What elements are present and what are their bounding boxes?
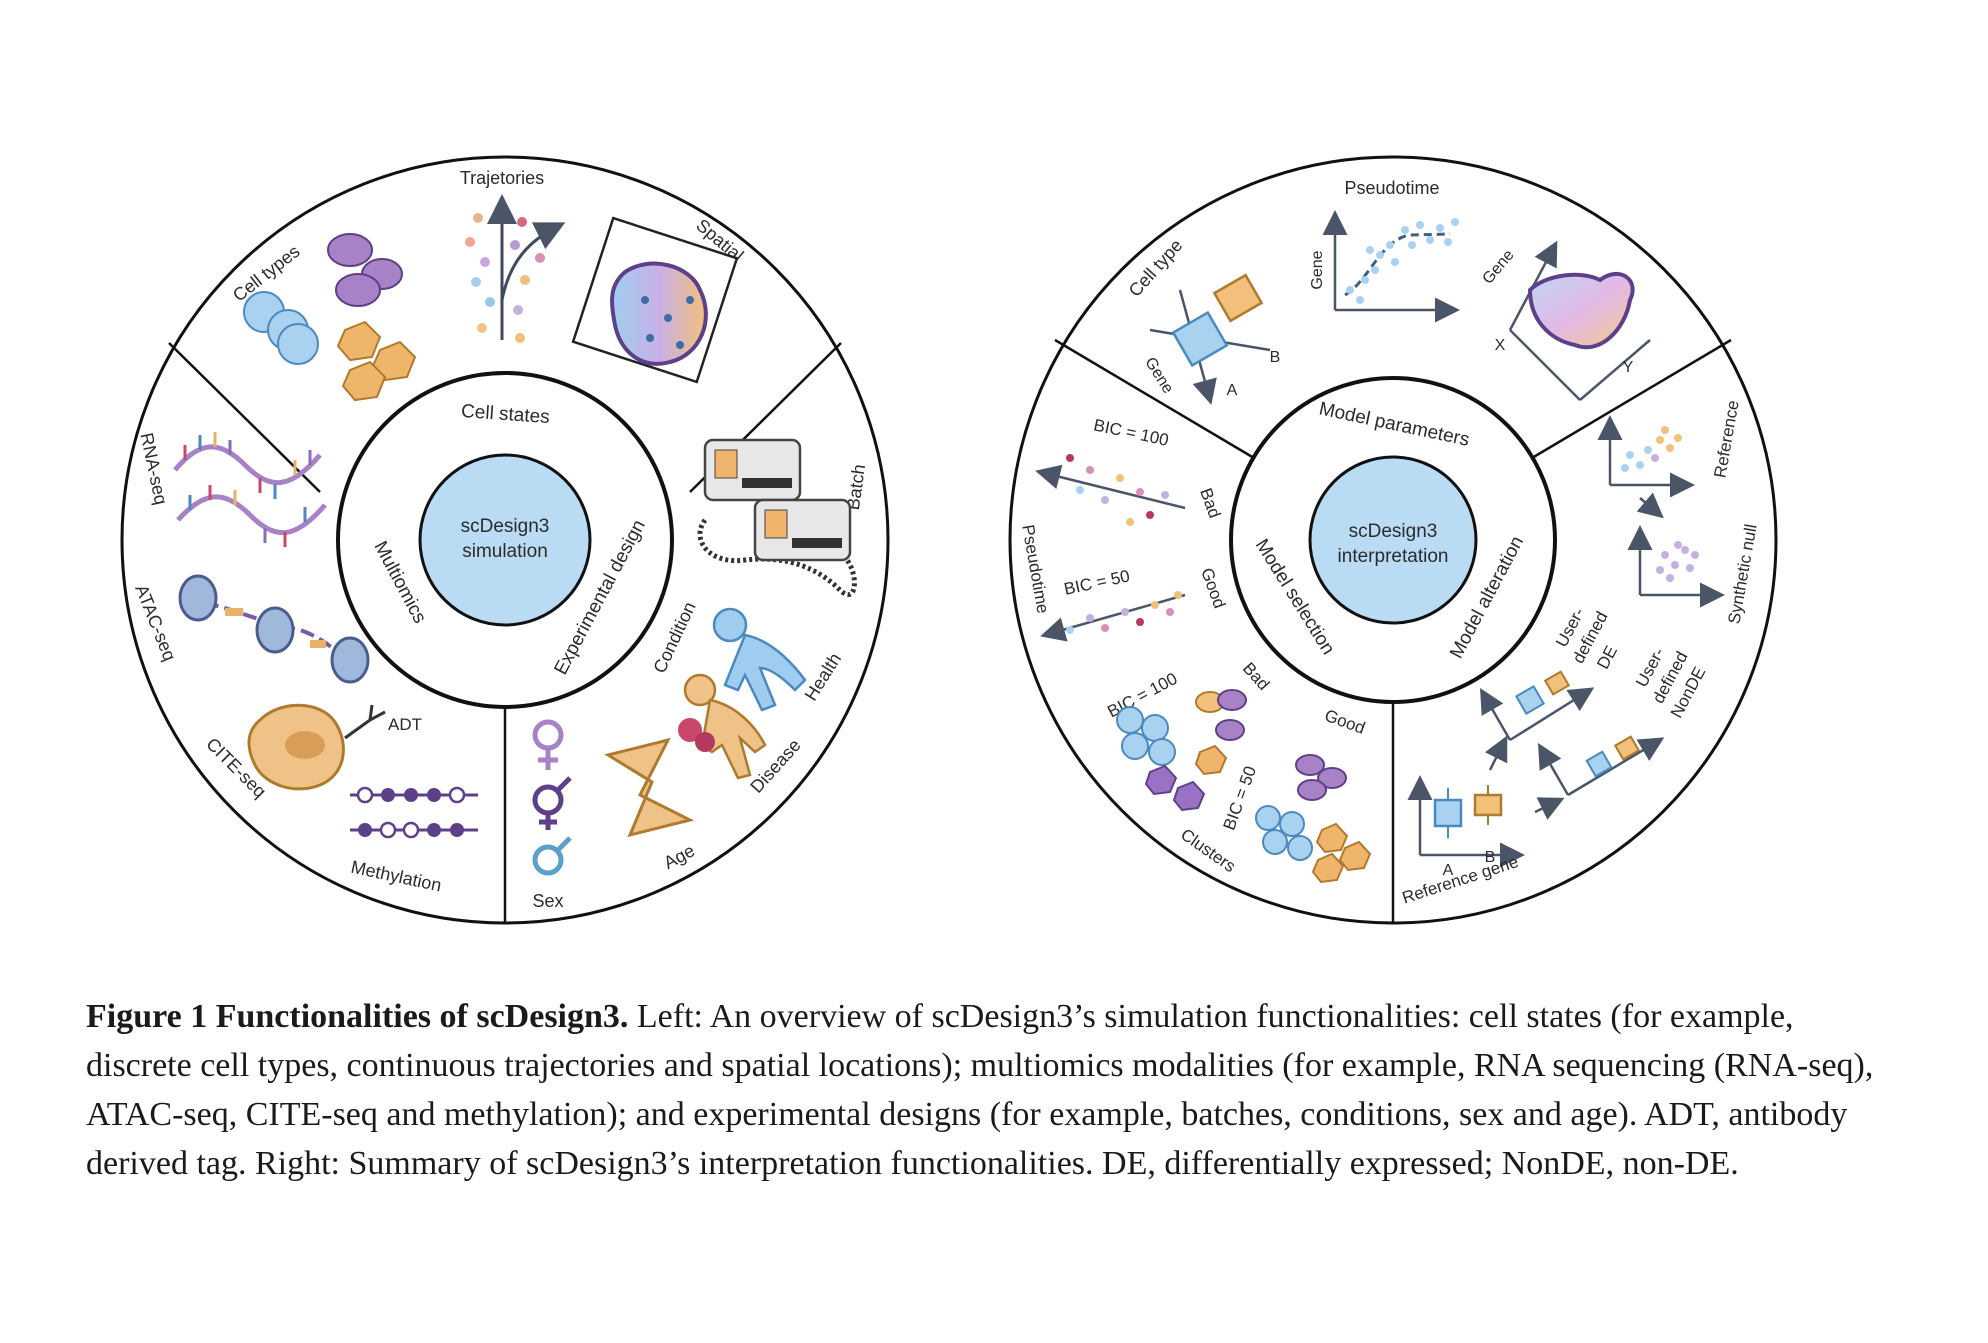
pseudotime-points [1346, 218, 1459, 304]
health-person-icon [712, 607, 807, 712]
rna-seq-bars [183, 432, 312, 547]
figure-caption: Figure 1 Functionalities of scDesign3. L… [86, 992, 1906, 1188]
left-center-label-1: scDesign3 [461, 516, 550, 537]
caption-text: Left: An overview of scDesign3’s simulat… [86, 998, 1874, 1182]
sex-symbols-icon [532, 719, 572, 876]
user-nonde-icon [1534, 735, 1665, 820]
cell-type-boxplot-icon [1149, 273, 1271, 405]
b-label: B [1270, 349, 1281, 366]
a2-label: A [1443, 862, 1454, 879]
right-wheel: scDesign3 interpretation Model parameter… [1008, 155, 1778, 925]
left-wheel: scDesign3 simulation Cell states Multiom… [120, 155, 890, 925]
atac-seq-icon [178, 574, 370, 684]
x-axis-label: X [1495, 337, 1506, 354]
right-center-label-2: interpretation [1338, 546, 1449, 567]
clusters-good-icon [1255, 754, 1372, 884]
adt-label: ADT [388, 715, 422, 734]
hourglass-icon [604, 737, 695, 838]
methylation-icon [350, 786, 478, 839]
good-fit-icon [1040, 591, 1186, 642]
y-axis-label: Y [1623, 359, 1634, 376]
reference-gene-boxplot-icon [1407, 775, 1525, 868]
rna-seq-icon [173, 444, 327, 536]
caption-title: Figure 1 Functionalities of scDesign3. [86, 998, 629, 1035]
left-center-label-2: simulation [462, 541, 548, 562]
trajectory-icon [465, 194, 566, 343]
a-label: A [1227, 382, 1238, 399]
batch-sequencers-icon [697, 438, 857, 598]
pseudotime-plot-icon [1322, 210, 1460, 323]
trajetories-label: Trajetories [460, 168, 544, 188]
pseudotime-top-label: Pseudotime [1344, 178, 1439, 198]
spatial-gene-icon [1508, 240, 1651, 401]
reference-scatter-icon [1597, 415, 1725, 608]
disease-person-icon [678, 673, 767, 780]
cite-seq-icon [247, 703, 386, 791]
figure-diagram: scDesign3 simulation Cell states Multiom… [120, 155, 1778, 925]
gene-pt-label: Gene [1309, 250, 1326, 289]
user-de-icon [1480, 670, 1595, 771]
clusters-bad-icon [1116, 689, 1247, 812]
spatial-icon [571, 216, 739, 384]
b2-label: B [1485, 849, 1496, 866]
sex-label: Sex [532, 891, 563, 911]
bad-fit-icon [1035, 454, 1186, 526]
cell-types-icon [243, 233, 417, 402]
right-center-label-1: scDesign3 [1349, 521, 1438, 542]
